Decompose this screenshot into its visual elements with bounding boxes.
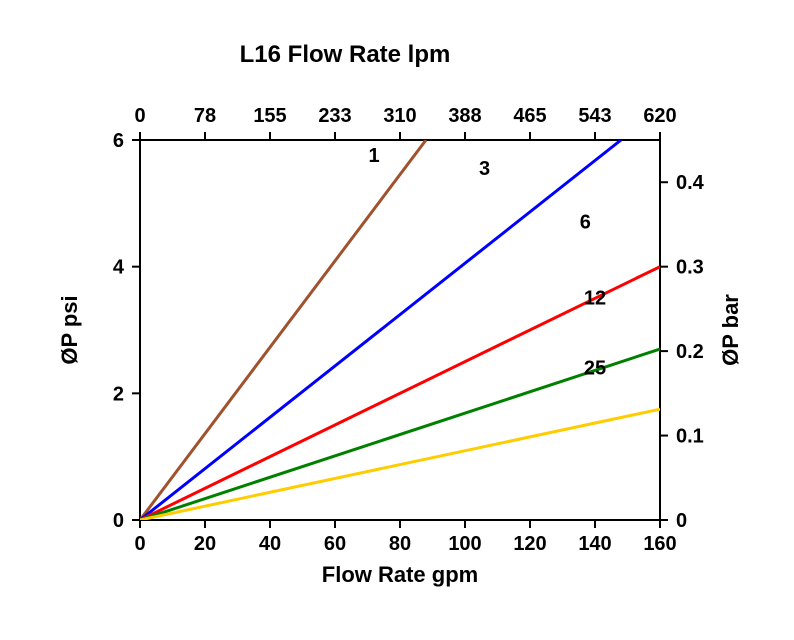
y-right-tick-label: 0.3 <box>676 257 704 279</box>
series-label-1: 1 <box>368 145 379 167</box>
y-right-tick-label: 0.1 <box>676 426 704 448</box>
y-right-tick-label: 0.2 <box>676 341 704 363</box>
x-top-tick-label: 388 <box>448 105 481 127</box>
x-bottom-tick-label: 60 <box>324 533 346 555</box>
x-bottom-tick-label: 100 <box>448 533 481 555</box>
chart-title: L16 Flow Rate lpm <box>240 41 451 68</box>
series-line-6 <box>140 267 660 520</box>
x-bottom-tick-label: 120 <box>513 533 546 555</box>
y-right-label: ØP bar <box>718 294 743 366</box>
x-bottom-tick-label: 140 <box>578 533 611 555</box>
x-top-tick-label: 620 <box>643 105 676 127</box>
series-label-3: 3 <box>479 158 490 180</box>
series-label-6: 6 <box>580 212 591 234</box>
x-bottom-tick-label: 40 <box>259 533 281 555</box>
series-label-25: 25 <box>584 357 606 379</box>
series-line-12 <box>140 349 660 520</box>
series-line-1 <box>140 140 426 520</box>
y-left-tick-label: 0 <box>113 510 124 532</box>
flow-rate-chart: L16 Flow Rate lpm020406080100120140160Fl… <box>0 0 794 640</box>
series-label-12: 12 <box>584 288 606 310</box>
x-top-tick-label: 0 <box>134 105 145 127</box>
y-right-tick-label: 0 <box>676 510 687 532</box>
x-top-tick-label: 310 <box>383 105 416 127</box>
y-right-tick-label: 0.4 <box>676 172 705 194</box>
x-bottom-label: Flow Rate gpm <box>322 562 478 587</box>
chart-wrapper: L16 Flow Rate lpm020406080100120140160Fl… <box>0 0 794 640</box>
x-bottom-tick-label: 80 <box>389 533 411 555</box>
x-bottom-tick-label: 20 <box>194 533 216 555</box>
y-left-label: ØP psi <box>57 295 82 364</box>
y-left-tick-label: 2 <box>113 383 124 405</box>
series-line-25 <box>140 409 660 520</box>
x-top-tick-label: 78 <box>194 105 216 127</box>
series-line-3 <box>140 140 621 520</box>
x-bottom-tick-label: 0 <box>134 533 145 555</box>
x-top-tick-label: 543 <box>578 105 611 127</box>
x-bottom-tick-label: 160 <box>643 533 676 555</box>
y-left-tick-label: 4 <box>113 257 125 279</box>
x-top-tick-label: 465 <box>513 105 546 127</box>
y-left-tick-label: 6 <box>113 130 124 152</box>
x-top-tick-label: 233 <box>318 105 351 127</box>
x-top-tick-label: 155 <box>253 105 286 127</box>
